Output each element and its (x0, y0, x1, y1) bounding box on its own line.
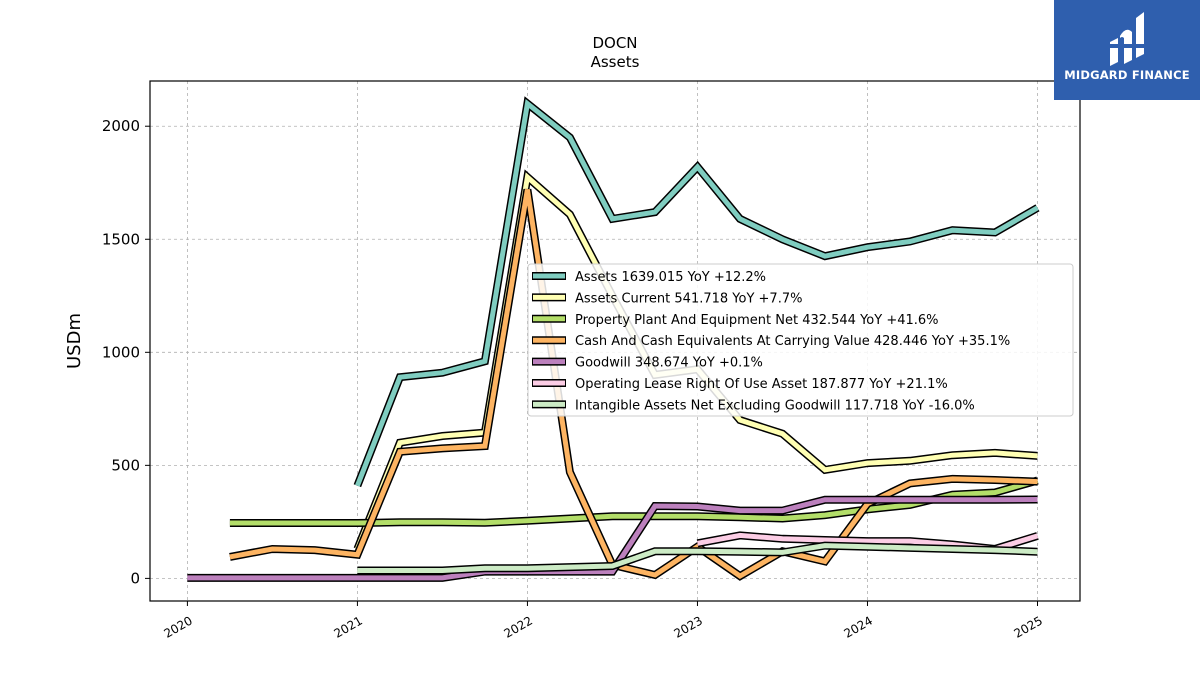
y-tick-label: 500 (111, 456, 140, 474)
plot-frame (149, 80, 1081, 602)
legend-entry: Assets 1639.015 YoY +12.2% (575, 270, 766, 285)
legend-entry: Assets Current 541.718 YoY +7.7% (575, 291, 802, 306)
series-line-0 (355, 98, 1039, 487)
chart-subtitle: Assets (591, 53, 640, 71)
x-tick-label: 2020 (161, 613, 194, 640)
legend-entry: Goodwill 348.674 YoY +0.1% (575, 356, 763, 371)
x-tick-label: 2022 (501, 613, 534, 640)
x-tick-label: 2024 (842, 613, 875, 640)
legend-entry: Cash And Cash Equivalents At Carrying Va… (575, 334, 1010, 349)
brand-mark-icon (1106, 12, 1150, 66)
y-tick-label: 2000 (102, 117, 140, 135)
y-tick-label: 0 (130, 569, 140, 587)
x-tick-label: 2023 (672, 613, 705, 640)
y-tick-label: 1000 (102, 343, 140, 361)
brand-name: MIDGARD FINANCE (1064, 68, 1190, 82)
x-tick-label: 2021 (331, 613, 364, 640)
chart-title: DOCN (592, 34, 637, 52)
series-line-4 (187, 497, 1038, 581)
legend-box (527, 263, 1074, 417)
series-line-3 (229, 189, 1038, 580)
legend-entry: Intangible Assets Net Excluding Goodwill… (575, 398, 975, 413)
brand-logo: MIDGARD FINANCE (1054, 0, 1200, 100)
x-tick-label: 2025 (1012, 613, 1045, 640)
legend: Assets 1639.015 YoY +12.2% Assets Current… (527, 263, 1074, 417)
y-tick-label: 1500 (102, 230, 140, 248)
y-axis-label: USDm (64, 313, 85, 369)
legend-entry: Operating Lease Right Of Use Asset 187.8… (575, 377, 948, 392)
series-lines (187, 96, 1040, 582)
series-line-6 (357, 543, 1038, 573)
series-line-2 (229, 478, 1039, 526)
legend-entry: Property Plant And Equipment Net 432.544… (575, 313, 939, 328)
